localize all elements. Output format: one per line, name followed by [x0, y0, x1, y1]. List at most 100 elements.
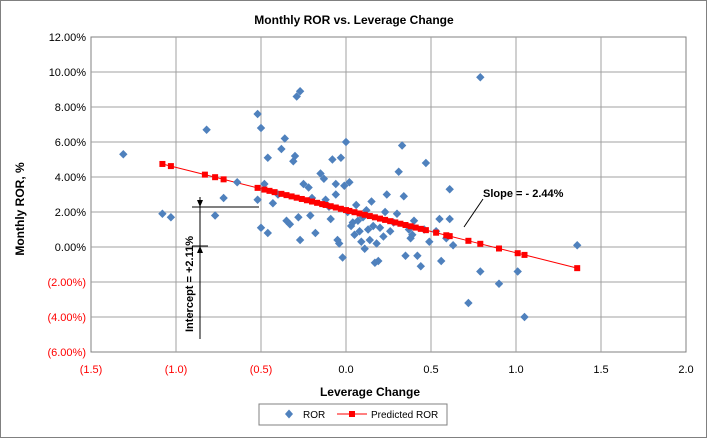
y-tick-label: 8.00%	[55, 102, 86, 114]
predicted-ror-point	[574, 265, 581, 272]
x-axis-ticks: (1.5) (1.0) (0.5) 0.0 0.5 1.0 1.5 2.0	[80, 364, 694, 376]
predicted-ror-point	[337, 205, 344, 212]
x-tick-label: 0.5	[423, 364, 438, 376]
ror-point	[338, 253, 347, 262]
ror-point	[273, 190, 283, 199]
ror-point	[253, 195, 262, 204]
predicted-ror-point	[167, 163, 174, 170]
intercept-annotation: Intercept = +2.11%	[184, 197, 259, 339]
predicted-ror-point	[377, 215, 383, 222]
ror-point	[476, 267, 485, 276]
slope-annotation: Slope = - 2.44%	[463, 188, 564, 228]
ror-point	[340, 181, 349, 190]
ror-point	[331, 190, 340, 199]
y-tick-label: (2.00%)	[47, 277, 86, 289]
predicted-ror-point	[309, 198, 315, 205]
ror-point	[401, 251, 410, 260]
ror-point	[408, 230, 417, 239]
predicted-ror-point	[514, 250, 521, 257]
predicted-ror-point	[402, 222, 409, 229]
predicted-ror-point	[446, 233, 453, 240]
ror-point	[348, 218, 357, 227]
predicted-ror-point	[319, 201, 326, 208]
y-tick-label: 2.00%	[55, 207, 86, 219]
ror-point	[520, 312, 529, 322]
legend: ROR Predicted ROR	[258, 403, 448, 426]
ror-point	[448, 241, 458, 250]
predicted-ror-point	[314, 199, 321, 206]
ror-point	[292, 92, 301, 101]
y-tick-label: (6.00%)	[47, 347, 86, 359]
predicted-ror-point	[266, 187, 273, 194]
predicted-ror-point	[278, 190, 285, 197]
y-tick-label: 12.00%	[49, 32, 87, 44]
ror-point	[253, 109, 262, 119]
ror-point	[119, 150, 128, 159]
ror-point	[219, 193, 228, 203]
predicted-ror-point	[288, 193, 295, 200]
ror-point	[416, 262, 425, 271]
predicted-ror-point	[220, 176, 227, 183]
predicted-ror-point	[332, 204, 339, 211]
ror-point	[437, 256, 446, 266]
ror-point	[357, 237, 366, 246]
ror-point	[304, 183, 313, 192]
ror-point	[202, 125, 211, 134]
ror-point	[289, 157, 298, 166]
ror-point	[285, 220, 295, 229]
predicted-ror-point	[521, 251, 528, 258]
ror-point	[268, 199, 278, 208]
ror-point	[277, 144, 286, 154]
ror-point	[316, 169, 325, 178]
ror-point	[380, 207, 390, 217]
ror-point	[355, 227, 364, 236]
y-axis-ticks: 12.00% 10.00% 8.00% 6.00% 4.00% 2.00% 0.00% (2.…	[47, 32, 86, 359]
ror-point	[369, 221, 378, 231]
ror-point	[435, 214, 444, 224]
predicted-ror-point	[346, 207, 353, 214]
predicted-ror-point	[422, 227, 429, 234]
ror-point	[352, 200, 361, 210]
ror-point	[513, 267, 522, 276]
ror-point	[280, 134, 289, 143]
ror-point	[409, 216, 419, 225]
x-tick-label: (1.5)	[80, 364, 103, 376]
ror-point	[382, 190, 391, 199]
ror-point	[333, 235, 342, 245]
legend-ror-label: ROR	[303, 410, 325, 421]
ror-point	[445, 214, 454, 224]
ror-point	[413, 251, 422, 260]
ror-point	[307, 193, 317, 203]
y-tick-label: 6.00%	[55, 137, 86, 149]
x-axis-title: Leverage Change	[320, 385, 420, 399]
x-tick-label: 1.0	[508, 364, 523, 376]
ror-point	[263, 228, 272, 238]
predicted-ror-point	[465, 237, 472, 244]
ror-point	[295, 87, 305, 96]
y-tick-label: 4.00%	[55, 172, 86, 184]
ror-point	[233, 178, 242, 187]
ror-point	[290, 151, 300, 161]
predicted-ror-point	[443, 232, 450, 239]
ror-point	[421, 158, 431, 168]
ror-point	[350, 230, 359, 239]
predicted-ror-point	[303, 197, 310, 204]
predicted-ror-point	[254, 184, 261, 191]
intercept-arrow-bottom	[197, 246, 203, 253]
ror-point	[374, 256, 383, 266]
predicted-ror-point	[293, 194, 300, 201]
y-tick-label: (4.00%)	[47, 312, 86, 324]
legend-ror-marker	[285, 409, 293, 419]
ror-point	[331, 179, 340, 189]
predicted-ror-point	[387, 218, 394, 225]
ror-point	[375, 223, 385, 232]
x-tick-label: (0.5)	[250, 364, 273, 376]
ror-point	[425, 237, 434, 246]
ror-point	[399, 192, 408, 201]
predicted-ror-point	[327, 203, 334, 210]
predicted-ror-point	[351, 209, 358, 216]
ror-point	[319, 174, 329, 183]
predicted-ror-point	[159, 160, 166, 167]
predicted-ror-point	[382, 216, 389, 223]
ror-point	[365, 235, 374, 245]
